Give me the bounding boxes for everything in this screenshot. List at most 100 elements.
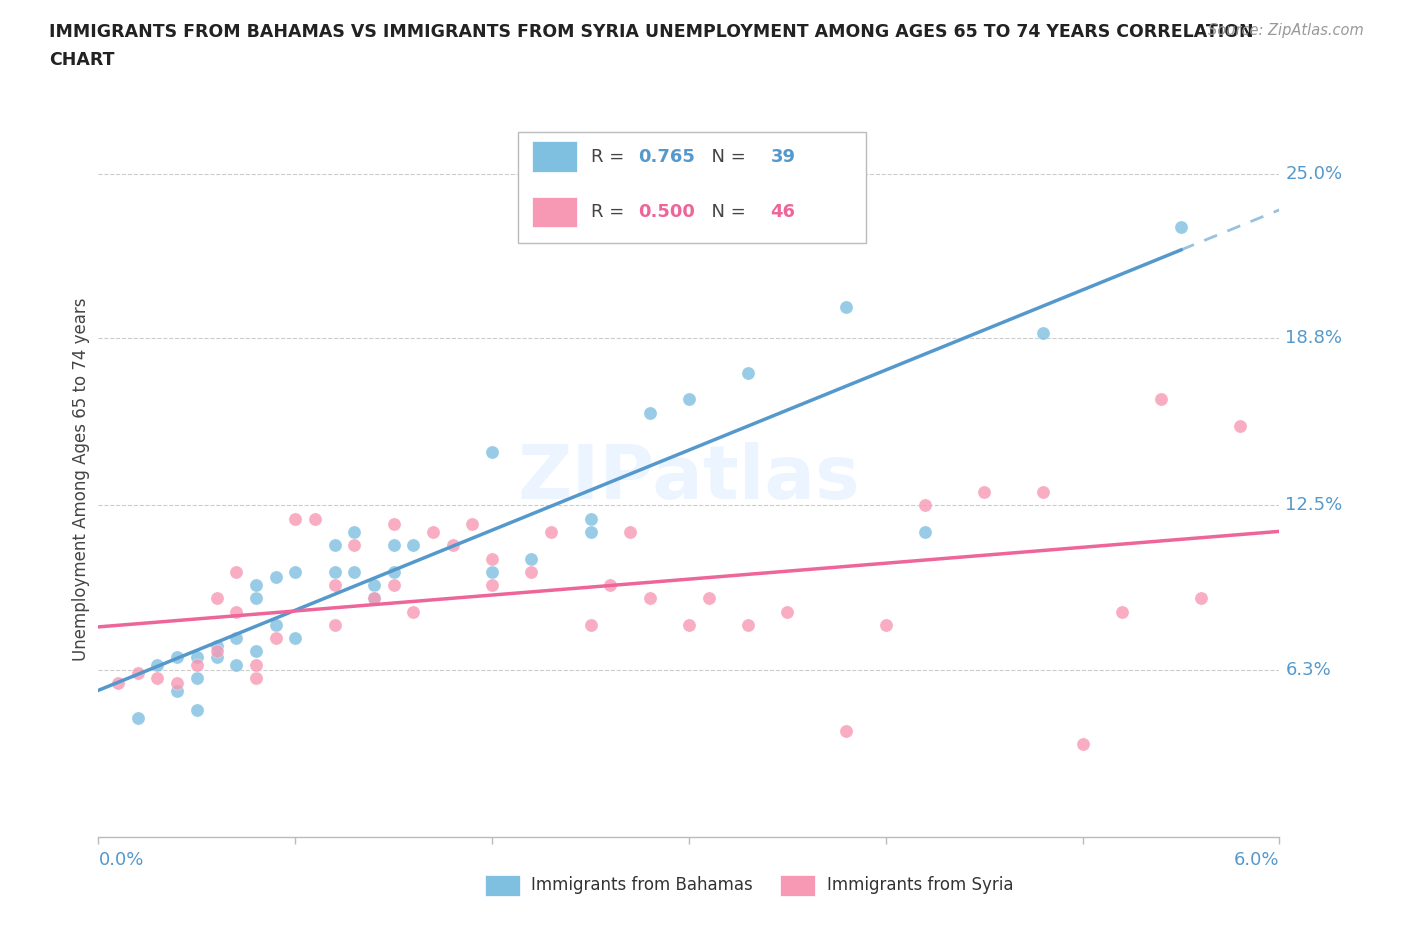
Point: [835, 299, 858, 314]
Point: [225, 565, 247, 579]
Text: R =: R =: [591, 203, 630, 221]
Text: Source: ZipAtlas.com: Source: ZipAtlas.com: [1208, 23, 1364, 38]
Text: 6.3%: 6.3%: [1285, 661, 1331, 679]
Point: [540, 525, 562, 539]
Point: [1229, 418, 1251, 433]
Point: [638, 405, 661, 420]
Point: [343, 565, 366, 579]
Point: [284, 565, 307, 579]
Point: [737, 618, 759, 632]
Point: [1170, 219, 1192, 234]
Point: [1111, 604, 1133, 619]
Point: [481, 551, 503, 566]
Point: [914, 498, 936, 513]
Point: [737, 365, 759, 380]
Point: [402, 538, 425, 552]
Point: [186, 671, 208, 685]
Point: [245, 671, 267, 685]
Text: 25.0%: 25.0%: [1285, 165, 1343, 183]
Point: [284, 631, 307, 645]
Point: [127, 665, 149, 680]
Point: [441, 538, 464, 552]
Point: [343, 538, 366, 552]
Point: [382, 565, 405, 579]
Text: IMMIGRANTS FROM BAHAMAS VS IMMIGRANTS FROM SYRIA UNEMPLOYMENT AMONG AGES 65 TO 7: IMMIGRANTS FROM BAHAMAS VS IMMIGRANTS FR…: [49, 23, 1254, 41]
Point: [422, 525, 444, 539]
FancyBboxPatch shape: [517, 132, 866, 243]
Point: [520, 551, 543, 566]
Point: [579, 618, 602, 632]
Point: [1150, 392, 1173, 406]
Point: [107, 676, 129, 691]
Point: [363, 591, 385, 605]
Point: [776, 604, 799, 619]
Point: [304, 512, 326, 526]
Point: [875, 618, 897, 632]
Text: ZIPatlas: ZIPatlas: [517, 443, 860, 515]
Text: 46: 46: [770, 203, 796, 221]
Point: [481, 578, 503, 592]
Point: [205, 639, 228, 654]
Text: Immigrants from Bahamas: Immigrants from Bahamas: [531, 876, 754, 895]
Point: [619, 525, 641, 539]
Text: 0.500: 0.500: [638, 203, 695, 221]
Point: [166, 649, 188, 664]
Text: CHART: CHART: [49, 51, 115, 69]
Text: 0.765: 0.765: [638, 148, 695, 166]
Text: 12.5%: 12.5%: [1285, 497, 1343, 514]
Point: [245, 578, 267, 592]
Point: [127, 711, 149, 725]
Point: [481, 565, 503, 579]
Point: [264, 631, 287, 645]
Point: [1032, 326, 1054, 340]
Point: [225, 658, 247, 672]
Point: [205, 591, 228, 605]
Point: [245, 658, 267, 672]
Point: [973, 485, 995, 499]
Text: R =: R =: [591, 148, 630, 166]
Point: [697, 591, 720, 605]
Point: [579, 525, 602, 539]
Point: [678, 618, 700, 632]
Point: [146, 671, 169, 685]
Point: [835, 724, 858, 738]
Point: [343, 525, 366, 539]
Point: [1071, 737, 1094, 751]
Point: [146, 658, 169, 672]
Point: [323, 538, 346, 552]
Point: [363, 578, 385, 592]
Text: 0.0%: 0.0%: [98, 851, 143, 870]
Point: [264, 618, 287, 632]
Point: [323, 565, 346, 579]
Point: [186, 702, 208, 717]
Point: [166, 684, 188, 698]
Point: [186, 649, 208, 664]
Bar: [531, 197, 576, 227]
Text: N =: N =: [700, 148, 751, 166]
Point: [284, 512, 307, 526]
Point: [245, 644, 267, 658]
Point: [481, 445, 503, 459]
Point: [678, 392, 700, 406]
Point: [186, 658, 208, 672]
Point: [382, 516, 405, 531]
Point: [363, 591, 385, 605]
Point: [914, 525, 936, 539]
Point: [579, 512, 602, 526]
Point: [166, 676, 188, 691]
Point: [638, 591, 661, 605]
Text: 39: 39: [770, 148, 796, 166]
Point: [1032, 485, 1054, 499]
Point: [264, 570, 287, 585]
Point: [520, 565, 543, 579]
Point: [205, 649, 228, 664]
Point: [1189, 591, 1212, 605]
Text: N =: N =: [700, 203, 751, 221]
Point: [323, 618, 346, 632]
Point: [382, 538, 405, 552]
Bar: [531, 141, 576, 172]
Point: [205, 644, 228, 658]
Point: [245, 591, 267, 605]
Point: [225, 604, 247, 619]
Y-axis label: Unemployment Among Ages 65 to 74 years: Unemployment Among Ages 65 to 74 years: [72, 298, 90, 660]
